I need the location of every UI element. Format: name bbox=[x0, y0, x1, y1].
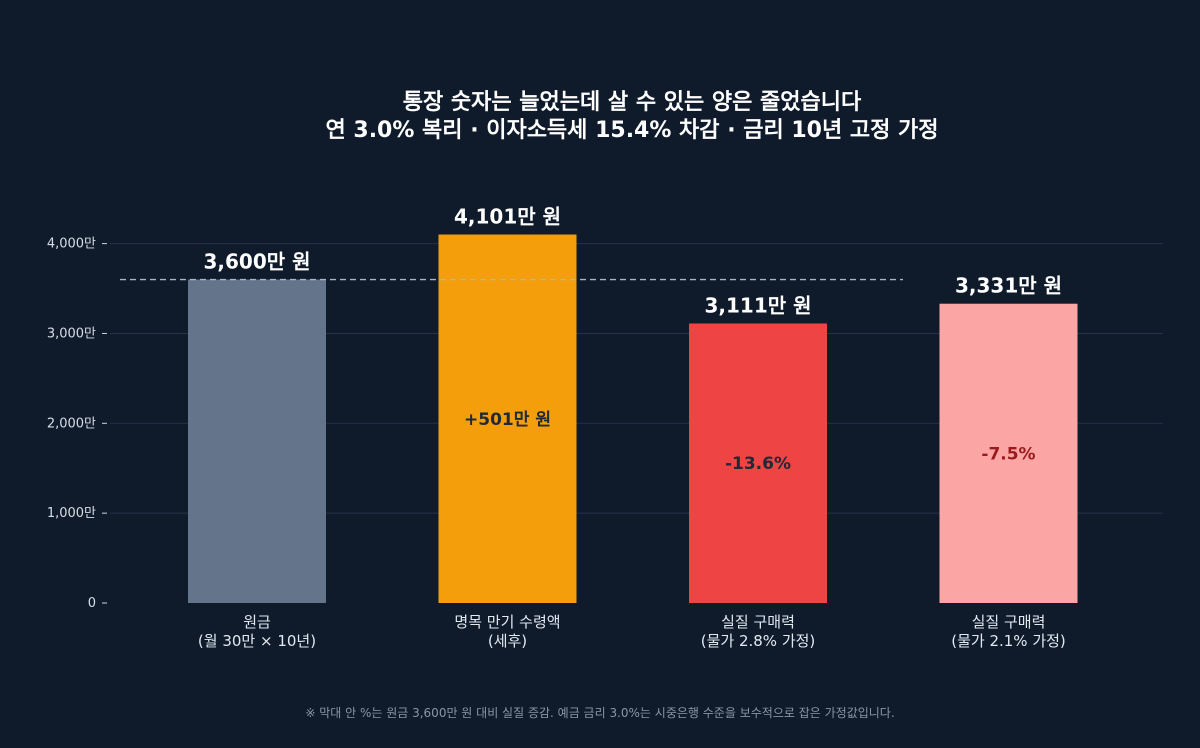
x-tick-label: 명목 만기 수령액 bbox=[454, 613, 560, 631]
bar bbox=[689, 323, 827, 603]
chart-title: 통장 숫자는 늘었는데 살 수 있는 양은 줄었습니다 bbox=[403, 90, 862, 115]
bar-value-label: 3,331만 원 bbox=[955, 274, 1062, 298]
bar-inner-label: -7.5% bbox=[981, 444, 1035, 464]
x-tick-label: (물가 2.8% 가정) bbox=[701, 632, 816, 650]
bar bbox=[438, 234, 577, 603]
y-tick-label: 3,000만 bbox=[47, 326, 96, 341]
chart-subtitle: 연 3.0% 복리 · 이자소득세 15.4% 차감 · 금리 10년 고정 가… bbox=[325, 118, 938, 143]
bar-value-label: 4,101만 원 bbox=[454, 205, 561, 229]
y-tick-label: 4,000만 bbox=[47, 237, 96, 252]
chart-footnote: ※ 막대 안 %는 원금 3,600만 원 대비 실질 증감. 예금 금리 3.… bbox=[305, 705, 894, 720]
x-tick-label: (세후) bbox=[488, 632, 527, 650]
bar-inner-label: +501만 원 bbox=[464, 410, 551, 430]
y-tick-label: 2,000만 bbox=[47, 416, 96, 431]
x-tick-label: (월 30만 × 10년) bbox=[198, 632, 316, 650]
x-tick-label: (물가 2.1% 가정) bbox=[951, 632, 1066, 650]
bar-inner-label: -13.6% bbox=[725, 454, 791, 474]
y-tick-label: 1,000만 bbox=[47, 506, 96, 521]
x-tick-label: 실질 구매력 bbox=[721, 613, 795, 631]
bar bbox=[188, 279, 326, 603]
bar-value-label: 3,600만 원 bbox=[203, 250, 310, 274]
x-tick-label: 실질 구매력 bbox=[972, 613, 1046, 631]
bar-value-label: 3,111만 원 bbox=[704, 293, 811, 317]
y-tick-label: 0 bbox=[88, 596, 96, 611]
bar bbox=[939, 303, 1078, 603]
x-tick-label: 원금 bbox=[243, 613, 271, 631]
